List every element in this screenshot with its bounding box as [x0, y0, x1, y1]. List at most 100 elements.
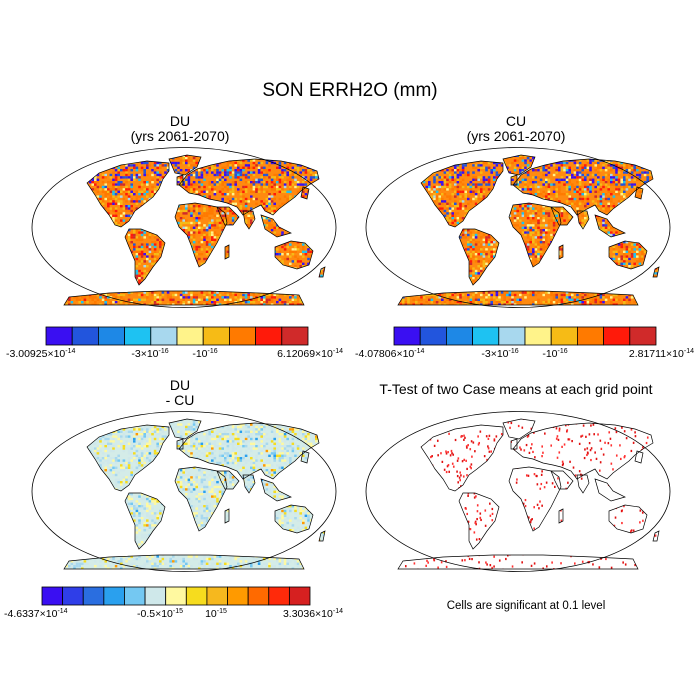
- grid-cell: [208, 303, 211, 305]
- grid-cell: [273, 150, 276, 152]
- grid-cell: [628, 155, 631, 157]
- grid-cell: [42, 176, 45, 178]
- grid-cell: [169, 145, 172, 147]
- grid-cell: [86, 159, 89, 162]
- grid-cell: [294, 248, 297, 251]
- grid-cell: [86, 152, 89, 154]
- grid-cell: [252, 181, 256, 184]
- grid-cell: [216, 308, 219, 310]
- grid-cell: [153, 298, 157, 301]
- grid-cell: [198, 301, 201, 304]
- grid-cell: [208, 205, 211, 208]
- grid-cell: [52, 289, 55, 291]
- grid-cell: [29, 157, 32, 159]
- grid-cell: [216, 226, 219, 229]
- grid-cell: [315, 183, 318, 186]
- grid-cell: [115, 306, 118, 308]
- grid-cell: [307, 164, 310, 167]
- grid-cell: [586, 159, 590, 162]
- grid-cell: [65, 161, 68, 165]
- grid-cell: [179, 217, 183, 220]
- grid-cell: [83, 155, 87, 157]
- grid-cell: [381, 150, 384, 152]
- grid-cell: [161, 176, 165, 179]
- grid-cell: [328, 152, 331, 154]
- grid-cell: [270, 178, 274, 181]
- grid-cell: [104, 155, 107, 157]
- grid-cell: [260, 214, 263, 217]
- grid-cell: [29, 212, 32, 214]
- grid-cell: [239, 296, 243, 299]
- grid-cell: [296, 161, 300, 165]
- grid-cell: [75, 291, 79, 294]
- grid-cell: [148, 197, 152, 201]
- grid-cell: [312, 301, 315, 304]
- grid-cell: [156, 303, 159, 305]
- grid-cell: [420, 157, 423, 160]
- grid-cell: [250, 171, 253, 174]
- grid-cell: [185, 155, 188, 157]
- grid-cell: [656, 159, 659, 162]
- grid-cell: [268, 159, 271, 162]
- grid-cell: [296, 303, 300, 305]
- grid-cell: [34, 152, 37, 154]
- grid-cell: [161, 245, 165, 249]
- grid-cell: [331, 164, 334, 166]
- grid-cell: [42, 260, 45, 262]
- grid-cell: [338, 243, 341, 245]
- grid-cell: [260, 185, 263, 189]
- grid-cell: [384, 159, 387, 161]
- grid-cell: [125, 147, 128, 149]
- grid-cell: [612, 157, 616, 160]
- grid-cell: [37, 279, 40, 281]
- grid-cell: [29, 287, 32, 289]
- grid-cell: [423, 152, 426, 154]
- grid-cell: [270, 176, 274, 179]
- grid-cell: [584, 147, 587, 149]
- grid-cell: [114, 219, 118, 222]
- grid-cell: [208, 291, 211, 294]
- grid-cell: [644, 150, 647, 152]
- grid-cell: [172, 301, 175, 304]
- grid-cell: [81, 147, 84, 149]
- grid-cell: [294, 178, 297, 181]
- grid-cell: [270, 188, 274, 191]
- grid-cell: [200, 181, 204, 184]
- grid-cell: [50, 267, 53, 269]
- grid-cell: [68, 296, 71, 299]
- grid-cell: [289, 243, 292, 246]
- grid-cell: [154, 308, 157, 310]
- grid-cell: [289, 301, 292, 304]
- grid-cell: [182, 291, 185, 294]
- grid-cell: [75, 296, 79, 299]
- panel-title-diff: DU - CU: [60, 378, 300, 408]
- grid-cell: [336, 200, 339, 202]
- grid-cell: [470, 145, 473, 147]
- grid-cell: [276, 152, 279, 154]
- grid-cell: [127, 195, 131, 198]
- grid-cell: [304, 169, 308, 172]
- grid-cell: [58, 291, 61, 293]
- grid-cell: [177, 291, 180, 294]
- grid-cell: [317, 159, 321, 162]
- grid-cell: [94, 183, 97, 186]
- grid-cell: [29, 291, 32, 293]
- grid-cell: [242, 173, 245, 177]
- grid-cell: [192, 250, 196, 253]
- grid-cell: [203, 193, 206, 196]
- grid-cell: [172, 161, 175, 165]
- grid-cell: [304, 262, 308, 265]
- grid-cell: [203, 238, 206, 241]
- grid-cell: [96, 157, 100, 160]
- grid-cell: [315, 281, 318, 285]
- grid-cell: [86, 291, 89, 294]
- grid-cell: [50, 284, 53, 286]
- grid-cell: [221, 181, 224, 184]
- grid-cell: [221, 229, 224, 232]
- grid-cell: [211, 221, 214, 225]
- grid-cell: [263, 301, 266, 304]
- grid-cell: [34, 157, 37, 159]
- grid-cell: [216, 236, 219, 239]
- grid-cell: [289, 166, 292, 169]
- grid-cell: [286, 308, 289, 310]
